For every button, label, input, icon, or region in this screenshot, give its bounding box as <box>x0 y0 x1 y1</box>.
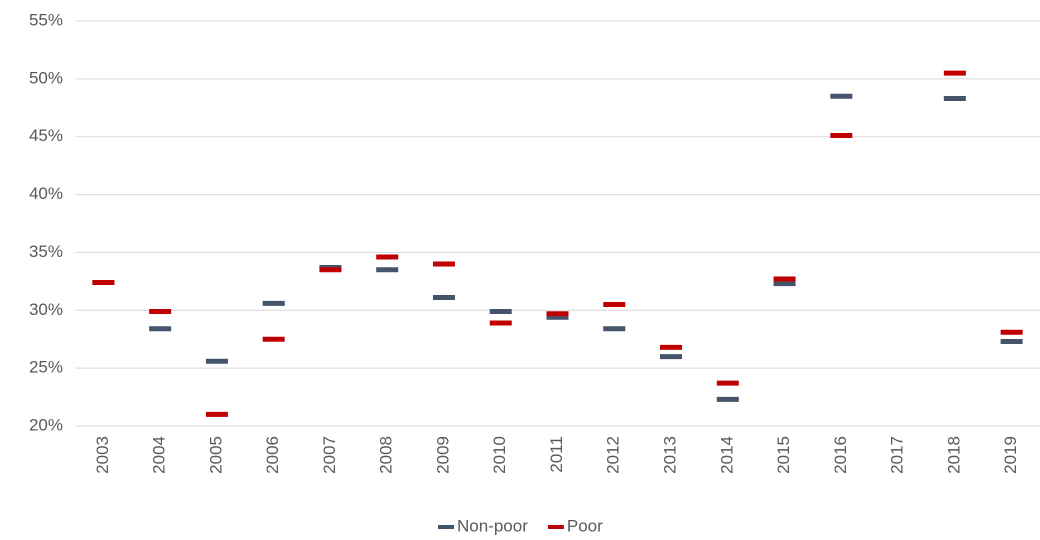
x-tick-label: 2006 <box>263 436 282 474</box>
y-tick-label: 40% <box>29 184 63 203</box>
legend-label: Poor <box>567 516 603 535</box>
x-tick-label: 2010 <box>490 436 509 474</box>
legend-label: Non-poor <box>457 516 528 535</box>
y-tick-label: 30% <box>29 300 63 319</box>
x-tick-label: 2016 <box>831 436 850 474</box>
x-tick-label: 2018 <box>944 436 963 474</box>
x-tick-label: 2015 <box>774 436 793 474</box>
x-tick-label: 2004 <box>150 436 169 474</box>
x-tick-label: 2007 <box>320 436 339 474</box>
x-tick-label: 2017 <box>888 436 907 474</box>
x-tick-label: 2019 <box>1001 436 1020 474</box>
x-tick-label: 2012 <box>604 436 623 474</box>
x-tick-label: 2005 <box>206 436 225 474</box>
y-tick-label: 25% <box>29 358 63 377</box>
y-tick-label: 45% <box>29 126 63 145</box>
x-tick-label: 2013 <box>661 436 680 474</box>
y-tick-label: 55% <box>29 10 63 29</box>
x-tick-label: 2008 <box>377 436 396 474</box>
x-tick-label: 2014 <box>717 436 736 474</box>
y-tick-label: 35% <box>29 242 63 261</box>
y-tick-label: 50% <box>29 68 63 87</box>
y-tick-label: 20% <box>29 415 63 434</box>
x-tick-label: 2003 <box>93 436 112 474</box>
x-tick-label: 2011 <box>547 436 566 473</box>
x-tick-label: 2009 <box>433 436 452 474</box>
